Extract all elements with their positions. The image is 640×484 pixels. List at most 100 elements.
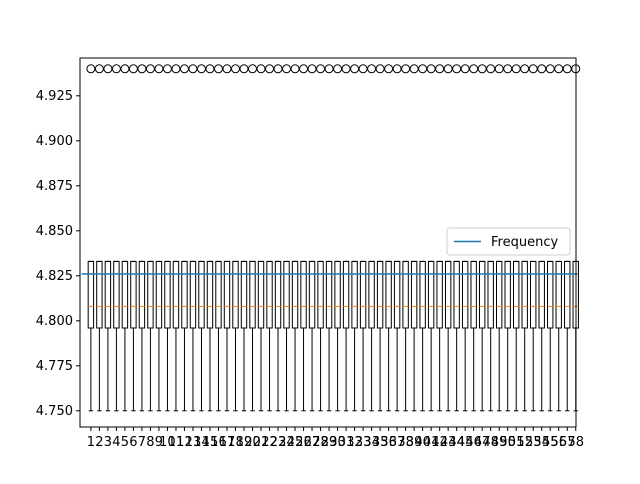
box-28: [316, 64, 326, 412]
box-23: [273, 64, 283, 412]
outlier-point: [520, 64, 530, 74]
box-39: [409, 64, 419, 412]
box-11: [171, 64, 181, 412]
outlier-point: [111, 64, 121, 74]
box-body: [555, 260, 562, 329]
box-9: [154, 64, 164, 412]
outlier-point: [196, 64, 206, 74]
x-tick-label: 40: [414, 435, 431, 450]
x-tick-label: 31: [338, 435, 355, 450]
box-44: [452, 64, 462, 412]
x-tick-label: 5: [121, 435, 129, 450]
outlier-point: [452, 64, 462, 74]
box-body: [164, 260, 171, 329]
box-24: [282, 64, 292, 412]
box-body: [342, 260, 350, 329]
outlier-point: [350, 64, 360, 74]
x-tick-label: 55: [542, 435, 559, 450]
box-35: [375, 64, 385, 412]
x-tick-label: 47: [474, 435, 491, 450]
box-body: [410, 260, 418, 329]
box-body: [436, 260, 443, 329]
box-body: [453, 260, 460, 329]
x-tick-label: 29: [321, 435, 338, 450]
box-12: [179, 64, 189, 412]
outlier-point: [273, 64, 283, 74]
outlier-point: [154, 64, 164, 74]
box-41: [426, 64, 436, 412]
box-body: [257, 260, 265, 329]
outlier-point: [443, 64, 453, 74]
x-tick-label: 21: [253, 435, 270, 450]
outlier-point: [503, 64, 513, 74]
box-43: [443, 64, 453, 412]
box-53: [528, 64, 538, 412]
outlier-point: [137, 64, 147, 74]
outlier-point: [239, 64, 249, 74]
x-tick-label: 25: [287, 435, 304, 450]
box-4: [111, 64, 121, 412]
box-33: [358, 64, 368, 412]
outlier-point: [128, 64, 138, 74]
outlier-point: [418, 64, 428, 74]
outlier-point: [477, 64, 487, 74]
box-17: [222, 64, 232, 412]
box-body: [155, 260, 163, 329]
x-tick-label: 13: [185, 435, 202, 450]
outlier-point: [222, 64, 232, 74]
box-body: [521, 260, 528, 329]
x-tick-label: 22: [261, 435, 278, 450]
box-body: [291, 260, 299, 329]
box-30: [333, 64, 343, 412]
x-tick-label: 28: [312, 435, 329, 450]
box-body: [547, 260, 554, 329]
x-tick-label: 26: [295, 435, 312, 450]
x-tick-label: 8: [146, 435, 154, 450]
x-tick-label: 42: [431, 435, 448, 450]
box-body: [308, 260, 316, 329]
x-tick-label: 58: [567, 435, 584, 450]
x-tick-label: 41: [423, 435, 440, 450]
y-tick-label: 4.850: [36, 224, 73, 239]
box-15: [205, 64, 215, 412]
box-body: [359, 260, 367, 329]
x-tick-label: 17: [219, 435, 236, 450]
box-body: [147, 260, 154, 329]
box-42: [435, 64, 445, 412]
x-tick-label: 6: [129, 435, 137, 450]
outlier-point: [426, 64, 436, 74]
box-21: [256, 64, 266, 412]
outlier-point: [307, 64, 317, 74]
y-tick-label: 4.825: [36, 269, 73, 284]
box-body: [274, 260, 282, 329]
box-19: [239, 64, 249, 412]
outlier-point: [256, 64, 266, 74]
outlier-point: [537, 64, 547, 74]
box-5: [120, 64, 130, 412]
outlier-point: [511, 64, 521, 74]
outlier-point: [528, 64, 538, 74]
outlier-point: [375, 64, 385, 74]
x-tick-label: 51: [508, 435, 525, 450]
legend-frame: [446, 227, 571, 256]
x-tick-label: 23: [270, 435, 287, 450]
box-body: [283, 260, 290, 329]
y-tick-label: 4.875: [36, 179, 73, 194]
legend-label-frequency: Frequency: [491, 235, 558, 250]
box-36: [384, 64, 394, 412]
box-26: [299, 64, 309, 412]
outlier-point: [401, 64, 411, 74]
outlier-point: [392, 64, 402, 74]
x-tick-label: 10: [159, 435, 176, 450]
x-tick-label: 24: [278, 435, 295, 450]
x-tick-label: 36: [380, 435, 397, 450]
box-body: [232, 260, 239, 329]
x-tick-label: 34: [363, 435, 380, 450]
box-body: [530, 260, 537, 329]
box-body: [564, 260, 571, 329]
box-49: [494, 64, 504, 412]
x-tick-label: 50: [499, 435, 516, 450]
outlier-point: [409, 64, 419, 74]
